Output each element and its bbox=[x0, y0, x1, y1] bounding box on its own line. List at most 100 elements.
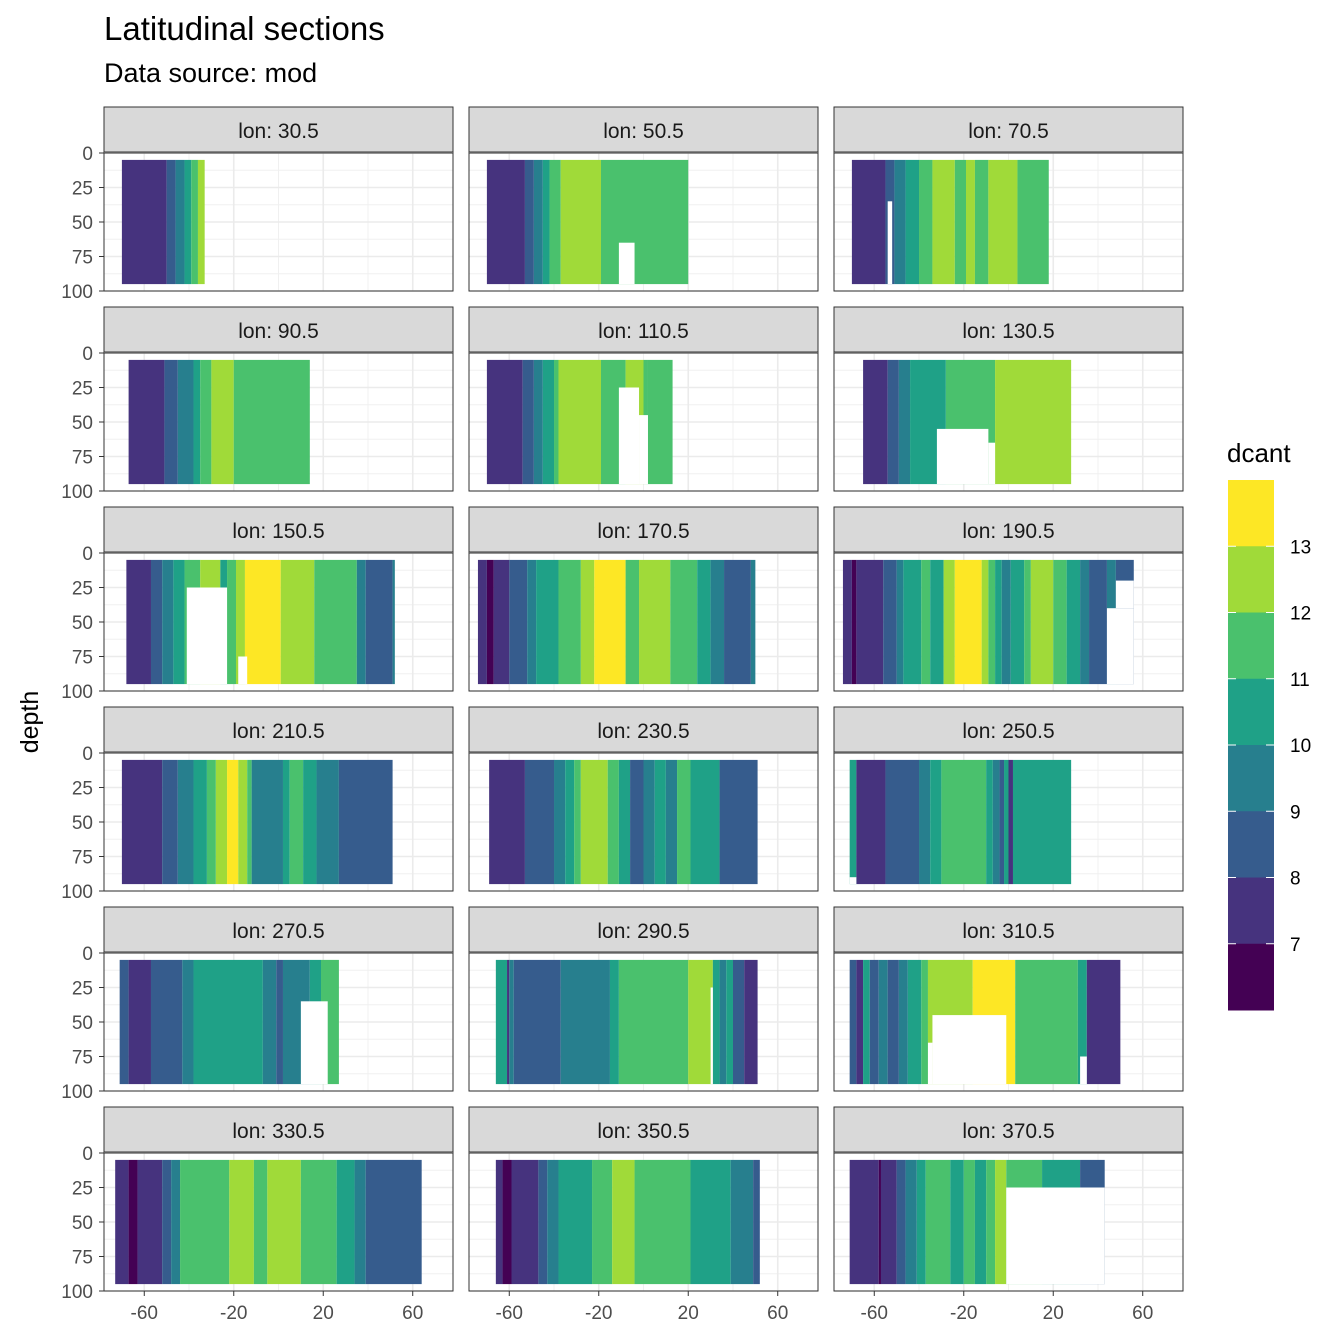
data-tile bbox=[849, 1159, 879, 1285]
data-tile bbox=[963, 1159, 975, 1285]
legend-swatch bbox=[1228, 480, 1274, 547]
data-tile bbox=[495, 959, 508, 1085]
panel-border bbox=[468, 1152, 819, 1292]
data-tile bbox=[670, 559, 698, 685]
x-tick-label: 20 bbox=[313, 1303, 334, 1324]
data-tile bbox=[289, 759, 304, 885]
legend-label: 13 bbox=[1290, 537, 1311, 558]
data-tile bbox=[533, 359, 543, 485]
data-tile bbox=[300, 1159, 337, 1285]
data-tile bbox=[547, 1159, 559, 1285]
data-tile bbox=[1004, 759, 1009, 885]
data-tile bbox=[995, 559, 1002, 685]
y-axis-title: depth bbox=[16, 691, 44, 754]
data-tile bbox=[898, 359, 911, 485]
x-tick-label: 60 bbox=[1132, 1303, 1153, 1324]
data-tile bbox=[905, 159, 920, 285]
facet-strip bbox=[468, 1106, 819, 1153]
data-tile bbox=[726, 959, 733, 1085]
panel-border bbox=[468, 152, 819, 292]
data-tile bbox=[930, 559, 944, 685]
data-tile bbox=[750, 559, 756, 685]
facet-label: lon: 90.5 bbox=[238, 320, 319, 343]
data-tile bbox=[880, 1159, 897, 1285]
data-tile bbox=[175, 159, 185, 285]
facet-strip bbox=[833, 906, 1184, 953]
data-tile bbox=[538, 1159, 548, 1285]
data-tile bbox=[554, 359, 559, 485]
data-tile bbox=[251, 759, 283, 885]
y-tick-label: 25 bbox=[72, 1179, 93, 1200]
data-tile bbox=[365, 559, 393, 685]
x-tick-label: -60 bbox=[861, 1303, 888, 1324]
data-tile bbox=[211, 359, 234, 485]
missing-data-area bbox=[238, 656, 248, 685]
facet-label: lon: 30.5 bbox=[238, 120, 319, 143]
facet-strip bbox=[103, 906, 454, 953]
data-tile bbox=[580, 559, 595, 685]
data-tile bbox=[565, 759, 575, 885]
data-tile bbox=[592, 1159, 613, 1285]
data-tile bbox=[851, 159, 886, 285]
data-tile bbox=[639, 559, 671, 685]
data-tile bbox=[121, 159, 167, 285]
data-tile bbox=[916, 1159, 926, 1285]
facet-strip bbox=[833, 506, 1184, 553]
y-tick-label: 100 bbox=[61, 682, 93, 703]
data-tile bbox=[489, 759, 525, 885]
legend-label: 12 bbox=[1290, 604, 1311, 625]
y-tick-label: 0 bbox=[82, 344, 93, 365]
data-tile bbox=[688, 959, 713, 1085]
data-tile bbox=[509, 559, 528, 685]
data-tile bbox=[126, 559, 151, 685]
panel-border bbox=[468, 952, 819, 1092]
facet-strip bbox=[468, 306, 819, 353]
data-tile bbox=[849, 959, 857, 1085]
data-tile bbox=[542, 159, 550, 285]
legend-swatch bbox=[1228, 745, 1274, 812]
data-tile bbox=[193, 359, 201, 485]
data-tile bbox=[253, 1159, 268, 1285]
data-tile bbox=[1053, 559, 1067, 685]
data-tile bbox=[162, 559, 174, 685]
facet-strip bbox=[103, 106, 454, 153]
y-tick-label: 100 bbox=[61, 482, 93, 503]
data-tile bbox=[690, 1159, 731, 1285]
data-tile bbox=[365, 1159, 422, 1285]
data-tile bbox=[171, 1159, 181, 1285]
data-tile bbox=[878, 959, 888, 1085]
data-tile bbox=[885, 759, 920, 885]
x-tick-label: -60 bbox=[131, 1303, 158, 1324]
facet-strip bbox=[468, 506, 819, 553]
missing-data-area bbox=[639, 415, 648, 485]
data-tile bbox=[1080, 559, 1090, 685]
data-tile bbox=[276, 959, 283, 1085]
legend-swatch bbox=[1228, 612, 1274, 680]
data-tile bbox=[896, 559, 904, 685]
missing-data-area bbox=[186, 587, 228, 685]
data-tile bbox=[1024, 559, 1031, 685]
data-tile bbox=[338, 759, 393, 885]
data-tile bbox=[907, 959, 922, 1085]
facet-label: lon: 130.5 bbox=[962, 320, 1054, 343]
data-tile bbox=[1030, 559, 1054, 685]
missing-data-area bbox=[936, 428, 989, 485]
data-tile bbox=[477, 559, 487, 685]
data-tile bbox=[647, 359, 673, 485]
x-tick-label: 20 bbox=[678, 1303, 699, 1324]
facet-label: lon: 350.5 bbox=[597, 1120, 689, 1143]
missing-data-area bbox=[618, 387, 640, 485]
y-tick-label: 100 bbox=[61, 282, 93, 303]
y-tick-label: 0 bbox=[82, 744, 93, 765]
data-tile bbox=[115, 1159, 129, 1285]
legend-label: 8 bbox=[1290, 869, 1301, 890]
y-tick-label: 75 bbox=[72, 448, 93, 469]
legend-label: 11 bbox=[1290, 670, 1310, 691]
missing-data-area bbox=[849, 877, 857, 885]
panel-border bbox=[833, 1152, 1184, 1292]
data-tile bbox=[215, 759, 228, 885]
facet-label: lon: 50.5 bbox=[603, 120, 684, 143]
data-tile bbox=[894, 159, 906, 285]
data-tile bbox=[930, 759, 942, 885]
data-tile bbox=[719, 759, 758, 885]
